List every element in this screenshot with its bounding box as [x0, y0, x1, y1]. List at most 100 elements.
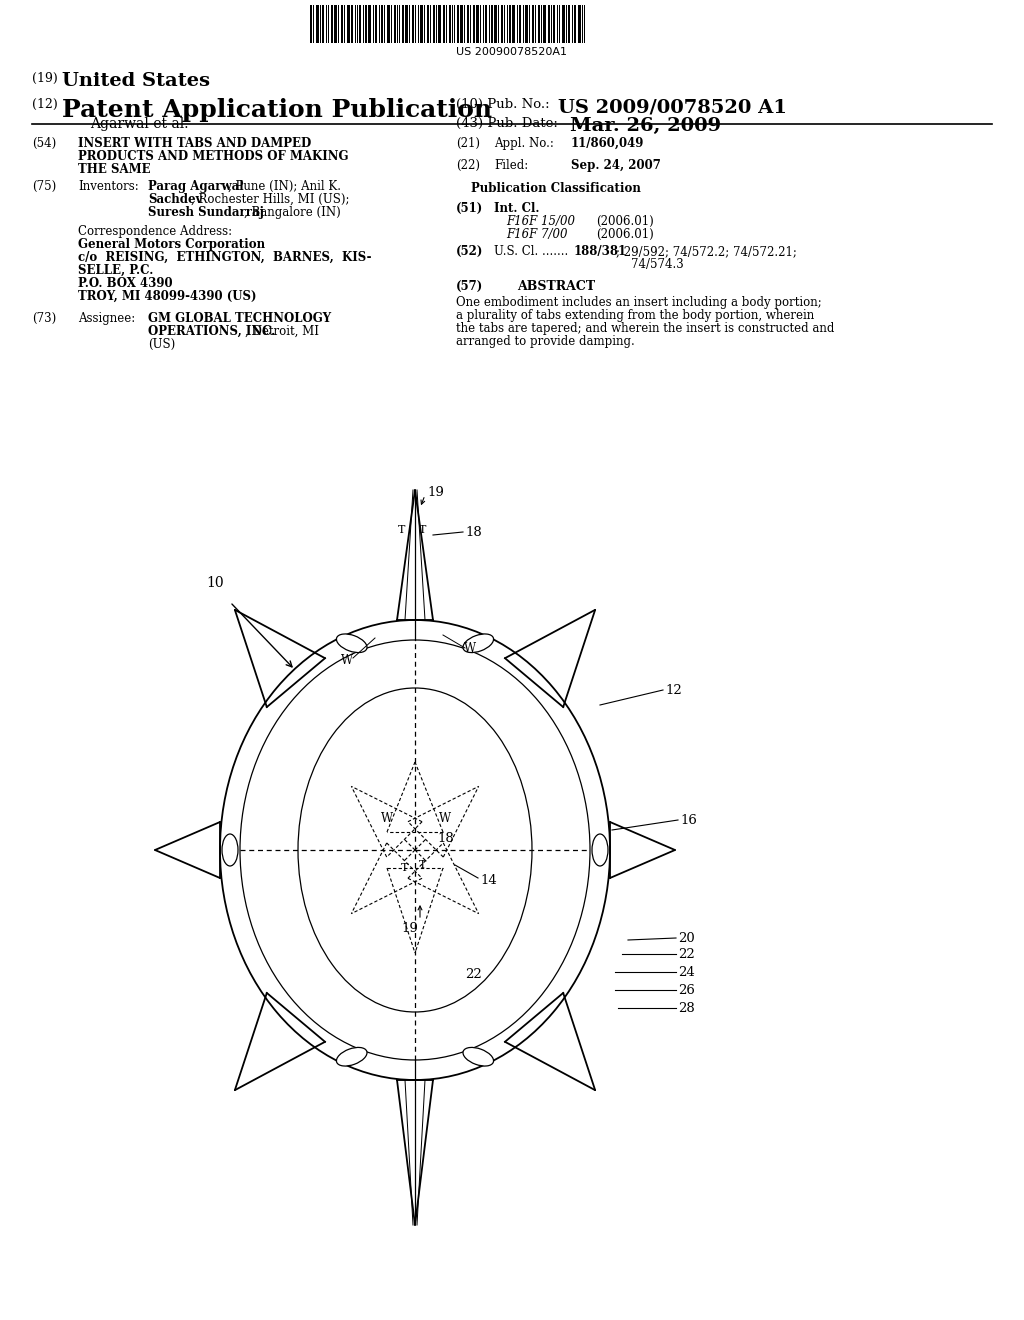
Bar: [316, 5, 319, 44]
Bar: [331, 5, 333, 44]
Text: US 2009/0078520 A1: US 2009/0078520 A1: [558, 98, 787, 116]
Bar: [427, 5, 429, 44]
Bar: [485, 5, 487, 44]
Text: 19: 19: [427, 486, 443, 499]
Text: PRODUCTS AND METHODS OF MAKING: PRODUCTS AND METHODS OF MAKING: [78, 150, 348, 162]
Bar: [351, 5, 353, 44]
Text: F16F 15/00: F16F 15/00: [506, 215, 575, 228]
Text: Assignee:: Assignee:: [78, 312, 135, 325]
Text: ; 29/592; 74/572.2; 74/572.21;: ; 29/592; 74/572.2; 74/572.21;: [616, 246, 797, 257]
Text: c/o  REISING,  ETHINGTON,  BARNES,  KIS-: c/o REISING, ETHINGTON, BARNES, KIS-: [78, 251, 372, 264]
Text: arranged to provide damping.: arranged to provide damping.: [456, 335, 635, 348]
Text: Publication Classification: Publication Classification: [471, 182, 641, 195]
Text: 12: 12: [665, 684, 682, 697]
Ellipse shape: [592, 834, 608, 866]
Bar: [562, 5, 565, 44]
Bar: [543, 5, 546, 44]
Ellipse shape: [463, 1048, 494, 1067]
Bar: [406, 5, 408, 44]
Bar: [578, 5, 581, 44]
Text: 18: 18: [437, 832, 454, 845]
Text: GM GLOBAL TECHNOLOGY: GM GLOBAL TECHNOLOGY: [148, 312, 331, 325]
Text: (12): (12): [32, 98, 57, 111]
Text: (57): (57): [456, 280, 483, 293]
Bar: [310, 5, 312, 44]
Text: 22: 22: [465, 969, 481, 982]
Text: (54): (54): [32, 137, 56, 150]
Text: 19: 19: [401, 921, 419, 935]
Bar: [525, 5, 528, 44]
Bar: [509, 5, 511, 44]
Text: (US): (US): [148, 338, 175, 351]
Text: Sachdev: Sachdev: [148, 193, 203, 206]
Bar: [538, 5, 540, 44]
Text: Appl. No.:: Appl. No.:: [494, 137, 554, 150]
Bar: [553, 5, 555, 44]
Text: (2006.01): (2006.01): [596, 215, 653, 228]
Text: the tabs are tapered; and wherein the insert is constructed and: the tabs are tapered; and wherein the in…: [456, 322, 835, 335]
Text: , Rochester Hills, MI (US);: , Rochester Hills, MI (US);: [191, 193, 349, 206]
Ellipse shape: [222, 834, 238, 866]
Bar: [519, 5, 521, 44]
Text: 14: 14: [480, 874, 497, 887]
Text: T: T: [401, 863, 409, 873]
Text: Filed:: Filed:: [494, 158, 528, 172]
Bar: [476, 5, 479, 44]
Text: (19): (19): [32, 73, 57, 84]
Text: W: W: [341, 653, 353, 667]
Text: Int. Cl.: Int. Cl.: [494, 202, 540, 215]
Bar: [387, 5, 390, 44]
Text: P.O. BOX 4390: P.O. BOX 4390: [78, 277, 173, 290]
Text: , Pune (IN); Anil K.: , Pune (IN); Anil K.: [228, 180, 341, 193]
Text: T: T: [419, 861, 427, 870]
Bar: [443, 5, 445, 44]
Ellipse shape: [337, 1048, 367, 1067]
Text: 24: 24: [678, 965, 694, 978]
Text: THE SAME: THE SAME: [78, 162, 151, 176]
Bar: [375, 5, 377, 44]
Text: 16: 16: [680, 813, 697, 826]
Bar: [368, 5, 371, 44]
Bar: [381, 5, 383, 44]
Text: 28: 28: [678, 1002, 694, 1015]
Text: U.S. Cl. .......: U.S. Cl. .......: [494, 246, 568, 257]
Text: TROY, MI 48099-4390 (US): TROY, MI 48099-4390 (US): [78, 290, 256, 304]
Text: (21): (21): [456, 137, 480, 150]
Ellipse shape: [463, 634, 494, 652]
Text: (2006.01): (2006.01): [596, 228, 653, 242]
Bar: [473, 5, 475, 44]
Text: INSERT WITH TABS AND DAMPED: INSERT WITH TABS AND DAMPED: [78, 137, 311, 150]
Text: , Detroit, MI: , Detroit, MI: [245, 325, 319, 338]
Bar: [433, 5, 435, 44]
Text: Sep. 24, 2007: Sep. 24, 2007: [571, 158, 660, 172]
Text: (10) Pub. No.:: (10) Pub. No.:: [456, 98, 550, 111]
Text: (43) Pub. Date:: (43) Pub. Date:: [456, 117, 558, 129]
Text: Patent Application Publication: Patent Application Publication: [62, 98, 493, 121]
Bar: [512, 5, 515, 44]
Text: United States: United States: [62, 73, 210, 90]
Text: Suresh Sundarraj: Suresh Sundarraj: [148, 206, 264, 219]
Text: (52): (52): [456, 246, 483, 257]
Bar: [501, 5, 503, 44]
Text: Agarwal et al.: Agarwal et al.: [90, 117, 188, 131]
Text: W: W: [464, 642, 476, 655]
Text: Correspondence Address:: Correspondence Address:: [78, 224, 232, 238]
Text: US 20090078520A1: US 20090078520A1: [457, 48, 567, 57]
Bar: [574, 5, 575, 44]
Text: (75): (75): [32, 180, 56, 193]
Text: T: T: [398, 525, 406, 535]
Bar: [449, 5, 451, 44]
Text: 188/381: 188/381: [574, 246, 627, 257]
Text: Parag Agarwal: Parag Agarwal: [148, 180, 244, 193]
Bar: [365, 5, 367, 44]
Ellipse shape: [337, 634, 367, 652]
Text: (51): (51): [456, 202, 483, 215]
Text: 22: 22: [678, 948, 694, 961]
Text: ABSTRACT: ABSTRACT: [517, 280, 595, 293]
Text: Inventors:: Inventors:: [78, 180, 138, 193]
Bar: [548, 5, 550, 44]
Bar: [334, 5, 337, 44]
Text: 26: 26: [678, 983, 695, 997]
Text: 11/860,049: 11/860,049: [571, 137, 644, 150]
Bar: [494, 5, 497, 44]
